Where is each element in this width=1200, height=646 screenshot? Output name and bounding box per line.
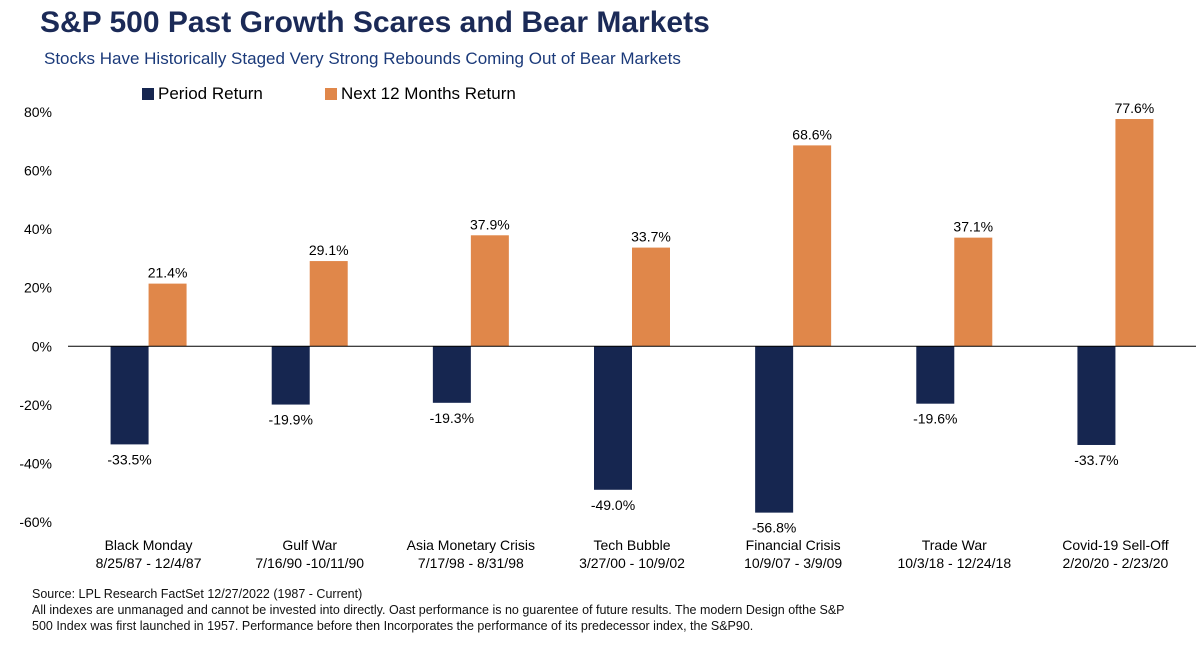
data-label-next-12-months: 29.1% (309, 242, 349, 258)
disclaimer-line-2: 500 Index was first launched in 1957. Pe… (32, 619, 754, 633)
category-label: Covid-19 Sell-Off (1062, 537, 1168, 553)
category-label: Gulf War (282, 537, 337, 553)
category-date-range: 10/3/18 - 12/24/18 (897, 555, 1011, 571)
data-label-period-return: -19.9% (269, 412, 313, 428)
category-date-range: 2/20/20 - 2/23/20 (1062, 555, 1168, 571)
bar-chart: 80% 60% 40% 20% 0% -20% -40% -60% -33.5% 21.4% Bla… (19, 84, 1196, 571)
footer-notes: Source: LPL Research FactSet 12/27/2022 … (32, 586, 1192, 634)
y-tick-label: 20% (24, 280, 52, 296)
y-tick-label: -20% (19, 397, 52, 413)
category-date-range: 7/17/98 - 8/31/98 (418, 555, 524, 571)
bar-next-12-months (1115, 119, 1154, 347)
category-label: Asia Monetary Crisis (407, 537, 535, 553)
source-note: Source: LPL Research FactSet 12/27/2022 … (32, 587, 363, 601)
disclaimer-line-1: All indexes are unmanaged and cannot be … (32, 603, 845, 617)
bar-next-12-months (309, 261, 348, 347)
bar-next-12-months (632, 247, 670, 347)
chart-subtitle: Stocks Have Historically Staged Very Str… (44, 49, 681, 68)
bar-period-return (271, 346, 310, 405)
bar-period-return (432, 346, 471, 403)
bar-period-return (916, 346, 955, 404)
category-label: Financial Crisis (746, 537, 841, 553)
chart-title: S&P 500 Past Growth Scares and Bear Mark… (40, 6, 710, 39)
category-date-range: 3/27/00 - 10/9/02 (579, 555, 685, 571)
category-label: Trade War (922, 537, 987, 553)
data-label-period-return: -56.8% (752, 520, 796, 536)
y-tick-label: 80% (24, 104, 52, 120)
bar-period-return (755, 346, 794, 513)
category-date-range: 8/25/87 - 12/4/87 (96, 555, 202, 571)
y-tick-label: 60% (24, 163, 52, 179)
y-tick-label: 0% (32, 338, 52, 354)
bar-period-return (1077, 346, 1116, 445)
category-date-range: 10/9/07 - 3/9/09 (744, 555, 842, 571)
legend-swatch-period-return (142, 88, 154, 100)
y-tick-label: -60% (19, 514, 52, 530)
data-label-period-return: -19.3% (430, 410, 474, 426)
data-label-period-return: -19.6% (913, 411, 957, 427)
data-label-next-12-months: 77.6% (1115, 100, 1155, 116)
bar-period-return (594, 346, 632, 490)
y-tick-label: -40% (19, 455, 52, 471)
category-label: Black Monday (105, 537, 193, 553)
legend-swatch-next-12-months (325, 88, 337, 100)
legend-label-next-12-months: Next 12 Months Return (341, 84, 516, 103)
legend-label-period-return: Period Return (158, 84, 263, 103)
bar-period-return (110, 346, 149, 445)
data-label-next-12-months: 37.1% (953, 219, 993, 235)
category-label: Tech Bubble (593, 537, 670, 553)
data-label-next-12-months: 68.6% (792, 126, 832, 142)
data-label-next-12-months: 37.9% (470, 216, 510, 232)
data-label-period-return: -33.5% (107, 451, 151, 467)
data-label-next-12-months: 33.7% (631, 229, 671, 245)
bar-next-12-months (793, 145, 832, 347)
data-label-period-return: -33.7% (1074, 452, 1118, 468)
bar-next-12-months (470, 235, 509, 347)
bar-next-12-months (148, 283, 187, 347)
y-tick-label: 40% (24, 221, 52, 237)
bar-next-12-months (954, 237, 993, 347)
category-date-range: 7/16/90 -10/11/90 (255, 555, 364, 571)
data-label-next-12-months: 21.4% (148, 265, 188, 281)
data-label-period-return: -49.0% (591, 497, 635, 513)
